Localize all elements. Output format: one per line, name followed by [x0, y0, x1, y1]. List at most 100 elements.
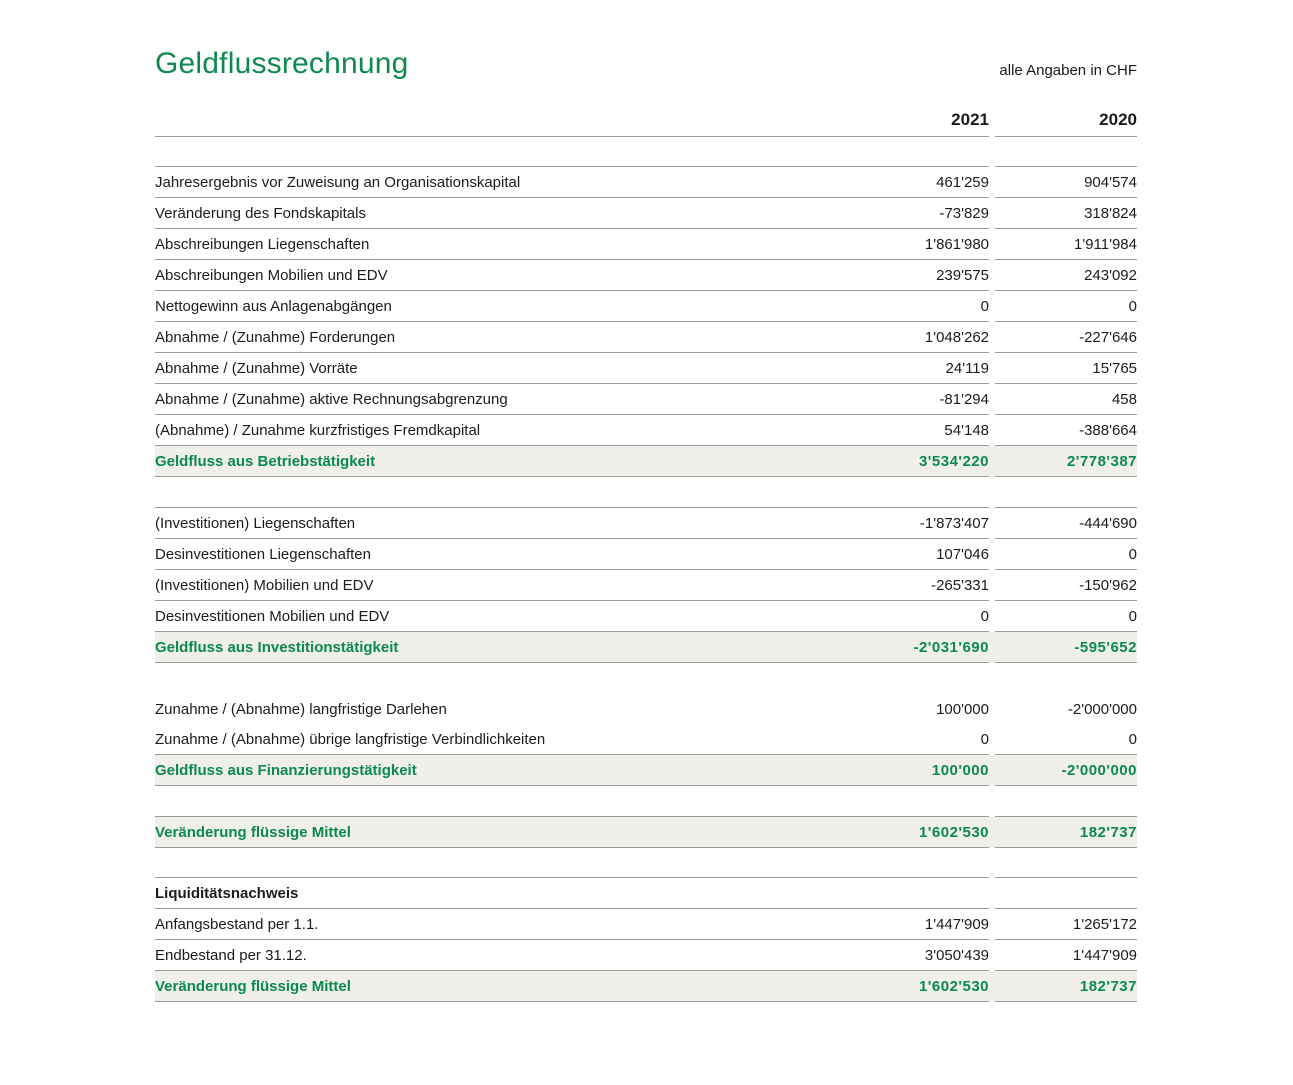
value-2020: -227'646	[995, 321, 1137, 353]
value-2020: 0	[995, 600, 1137, 632]
table-row: Desinvestitionen Mobilien und EDV 0 0	[155, 600, 1137, 632]
table-row: Zunahme / (Abnahme) langfristige Darlehe…	[155, 694, 1137, 724]
row-label: (Abnahme) / Zunahme kurzfristiges Fremdk…	[155, 414, 829, 446]
row-label: Abschreibungen Liegenschaften	[155, 228, 829, 260]
value-2020: 182'737	[995, 816, 1137, 848]
value-2020: 182'737	[995, 970, 1137, 1002]
row-label: Veränderung flüssige Mittel	[155, 970, 829, 1002]
table-row: Veränderung des Fondskapitals -73'829 318'…	[155, 197, 1137, 229]
table-row: Veränderung flüssige Mittel 1'602'530 182'…	[155, 970, 1137, 1002]
row-label: (Investitionen) Mobilien und EDV	[155, 569, 829, 601]
value-2020	[995, 877, 1137, 909]
table-row: Abschreibungen Liegenschaften 1'861'980 1'…	[155, 228, 1137, 260]
value-2021: 1'048'262	[829, 321, 989, 353]
value-2021: 107'046	[829, 538, 989, 570]
row-label: Veränderung flüssige Mittel	[155, 816, 829, 848]
value-2020: 0	[995, 724, 1137, 755]
row-label: Desinvestitionen Mobilien und EDV	[155, 600, 829, 632]
value-2021: 239'575	[829, 259, 989, 291]
page-title: Geldflussrechnung	[155, 47, 409, 80]
value-2021: -73'829	[829, 197, 989, 229]
table-row: (Investitionen) Mobilien und EDV -265'331…	[155, 569, 1137, 601]
value-2020: 2'778'387	[995, 445, 1137, 477]
column-header-2020: 2020	[995, 104, 1137, 137]
value-2021: -1'873'407	[829, 507, 989, 539]
value-2021: 100'000	[829, 754, 989, 786]
table-row: Liquiditätsnachweis	[155, 877, 1137, 909]
year-header-row: 2021 2020	[155, 104, 1137, 137]
row-label: Zunahme / (Abnahme) übrige langfristige …	[155, 724, 829, 755]
section-investitionstaetigkeit: (Investitionen) Liegenschaften -1'873'407…	[155, 507, 1137, 663]
table-row: Geldfluss aus Finanzierungstätigkeit 100'…	[155, 754, 1137, 786]
page-header: Geldflussrechnung alle Angaben in CHF	[155, 44, 1137, 82]
content-area: Geldflussrechnung alle Angaben in CHF 20…	[155, 44, 1137, 1002]
year-header-table: 2021 2020	[155, 104, 1137, 137]
section-veraenderung-fluessige-mittel: Veränderung flüssige Mittel 1'602'530 182'…	[155, 816, 1137, 848]
row-label: Endbestand per 31.12.	[155, 939, 829, 971]
row-label: Geldfluss aus Investitionstätigkeit	[155, 631, 829, 663]
value-2021: 1'447'909	[829, 908, 989, 940]
value-2020: 904'574	[995, 166, 1137, 198]
row-label: Zunahme / (Abnahme) langfristige Darlehe…	[155, 700, 447, 718]
value-2021: -265'331	[829, 569, 989, 601]
section-betriebstaetigkeit: Jahresergebnis vor Zuweisung an Organisa…	[155, 166, 1137, 477]
value-2021: -2'031'690	[829, 631, 989, 663]
table-row: (Abnahme) / Zunahme kurzfristiges Fremdk…	[155, 414, 1137, 446]
value-2020: 318'824	[995, 197, 1137, 229]
table-row: Abnahme / (Zunahme) Forderungen 1'048'262…	[155, 321, 1137, 353]
value-2020: -2'000'000	[1067, 700, 1137, 718]
value-2021: 0	[829, 724, 989, 755]
value-2020: -388'664	[995, 414, 1137, 446]
row-label: Abnahme / (Zunahme) Vorräte	[155, 352, 829, 384]
value-2021: 1'861'980	[829, 228, 989, 260]
row-label: Abschreibungen Mobilien und EDV	[155, 259, 829, 291]
table-sections: Jahresergebnis vor Zuweisung an Organisa…	[155, 166, 1137, 1002]
value-2021	[829, 877, 989, 909]
row-label: Veränderung des Fondskapitals	[155, 197, 829, 229]
value-2020: -444'690	[995, 507, 1137, 539]
table-row: Zunahme / (Abnahme) übrige langfristige …	[155, 724, 1137, 755]
value-2021: 1'602'530	[829, 816, 989, 848]
value-2020: 458	[995, 383, 1137, 415]
value-2021: 100'000	[936, 700, 989, 718]
year-header-spacer	[155, 104, 829, 137]
row-label: Desinvestitionen Liegenschaften	[155, 538, 829, 570]
value-2021: 0	[829, 290, 989, 322]
value-2020: 0	[995, 290, 1137, 322]
row-label: Abnahme / (Zunahme) aktive Rechnungsabgr…	[155, 383, 829, 415]
row-label: Nettogewinn aus Anlagenabgängen	[155, 290, 829, 322]
row-label: Geldfluss aus Finanzierungstätigkeit	[155, 754, 829, 786]
table-row: Anfangsbestand per 1.1. 1'447'909 1'265'17…	[155, 908, 1137, 940]
row-label: Anfangsbestand per 1.1.	[155, 908, 829, 940]
value-2020: 1'911'984	[995, 228, 1137, 260]
table-row: Geldfluss aus Investitionstätigkeit -2'03…	[155, 631, 1137, 663]
value-2020: -595'652	[995, 631, 1137, 663]
table-row: Abnahme / (Zunahme) Vorräte 24'119 15'765	[155, 352, 1137, 384]
value-2021: 3'050'439	[829, 939, 989, 971]
row-label: (Investitionen) Liegenschaften	[155, 507, 829, 539]
unit-note: alle Angaben in CHF	[999, 62, 1137, 79]
row-label: Jahresergebnis vor Zuweisung an Organisa…	[155, 166, 829, 198]
table-row: Geldfluss aus Betriebstätigkeit 3'534'220…	[155, 445, 1137, 477]
section-finanzierungstaetigkeit: Zunahme / (Abnahme) langfristige Darlehe…	[155, 694, 1137, 786]
value-2020: 1'265'172	[995, 908, 1137, 940]
value-2021: 24'119	[829, 352, 989, 384]
table-row: Desinvestitionen Liegenschaften 107'046 0	[155, 538, 1137, 570]
value-2020: 243'092	[995, 259, 1137, 291]
value-2020: 0	[995, 538, 1137, 570]
row-label: Abnahme / (Zunahme) Forderungen	[155, 321, 829, 353]
table-row: Endbestand per 31.12. 3'050'439 1'447'909	[155, 939, 1137, 971]
value-2020: 15'765	[995, 352, 1137, 384]
row-label: Liquiditätsnachweis	[155, 877, 829, 909]
column-header-2021: 2021	[829, 104, 989, 137]
table-row: Jahresergebnis vor Zuweisung an Organisa…	[155, 166, 1137, 198]
table-row: Nettogewinn aus Anlagenabgängen 0 0	[155, 290, 1137, 322]
value-2021: 3'534'220	[829, 445, 989, 477]
value-2021: 54'148	[829, 414, 989, 446]
table-row: Abschreibungen Mobilien und EDV 239'575 24…	[155, 259, 1137, 291]
value-2020: -2'000'000	[995, 754, 1137, 786]
table-row: Abnahme / (Zunahme) aktive Rechnungsabgr…	[155, 383, 1137, 415]
table-row: (Investitionen) Liegenschaften -1'873'407…	[155, 507, 1137, 539]
value-2020: -150'962	[995, 569, 1137, 601]
